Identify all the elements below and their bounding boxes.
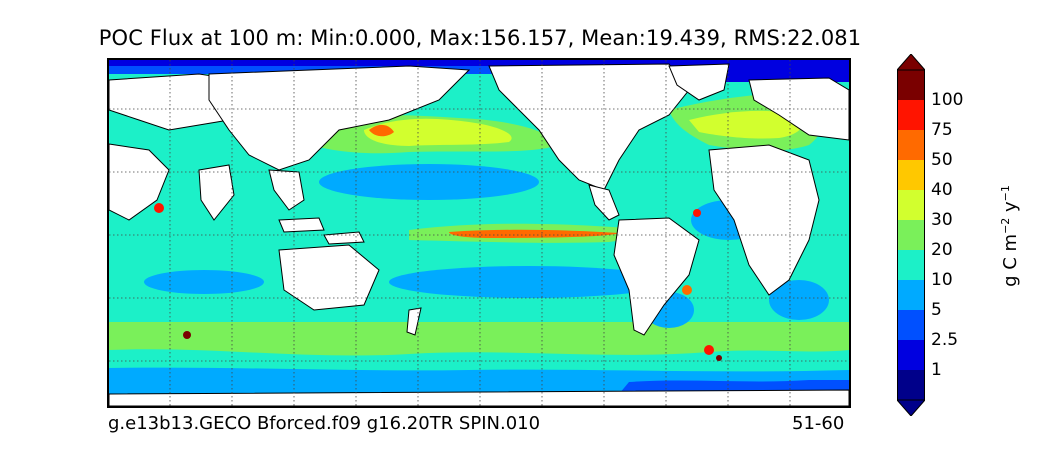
colorbar-segment [897,100,925,131]
kuroshio-hot [369,124,394,137]
equatorial-hot [449,229,619,238]
hot-atlantic-shelf [693,209,701,217]
land-indonesia [278,217,325,233]
land-africa [708,144,820,296]
n-pacific-band-core [364,118,512,146]
colorbar-tick-label: 1 [931,359,942,380]
colorbar-tick-label: 75 [931,119,953,140]
map-canvas [109,60,849,406]
land-africa-east [109,143,170,221]
colorbar [897,54,925,416]
n-pacific-gyre [319,164,539,200]
colorbar-segment [897,70,925,101]
s-atlantic-gyre [769,280,829,320]
colorbar-unit-label: g C m−2 y−1 [999,185,1021,287]
colorbar-tick-label: 100 [931,89,964,110]
indian-gyre [144,270,264,294]
arctic-band-inner [109,60,849,66]
land-new-zealand [406,307,422,336]
colorbar-tick-label: 30 [931,209,953,230]
years-range: 51-60 [792,413,845,434]
colorbar-extend-max [897,54,925,71]
colorbar-tick-label: 10 [931,269,953,290]
colorbar-tick-label: 40 [931,179,953,200]
colorbar-tick-label: 2.5 [931,329,959,350]
land-antarctica [109,389,849,406]
colorbar-segment [897,340,925,371]
land-india [198,164,235,221]
n-atlantic-core [689,110,803,139]
hot-patagonia [682,285,692,295]
land-greenland [668,63,730,101]
hot-south-georgia-core [716,355,722,361]
colorbar-segment [897,220,925,251]
hot-arabian [154,203,164,213]
colorbar-border [897,69,925,401]
colorbar-tick-label: 50 [931,149,953,170]
run-name: g.e13b13.GECO Bforced.f09 g16.20TR SPIN.… [108,413,541,434]
colorbar-segment [897,190,925,221]
colorbar-segment [897,130,925,161]
grid-lines [109,60,849,406]
hot-kerguelen [183,331,191,339]
land-australia [278,244,380,311]
land [109,63,849,406]
colorbar-segment [897,250,925,281]
colorbar-extend-min [897,399,925,416]
colorbar-segment [897,310,925,341]
map-title: POC Flux at 100 m: Min:0.000, Max:156.15… [98,26,862,50]
s-pacific-gyre [389,266,669,298]
land-asia [208,65,471,171]
colorbar-tick-label: 5 [931,299,942,320]
hot-south-georgia [704,345,714,355]
colorbar-segment [897,160,925,191]
colorbar-segment [897,370,925,401]
colorbar-segment [897,280,925,311]
land-europe [748,77,849,141]
colorbar-tick-label: 20 [931,239,953,260]
land-central-america [588,184,620,221]
poc-flux-map [107,58,851,408]
land-south-america [613,217,700,336]
